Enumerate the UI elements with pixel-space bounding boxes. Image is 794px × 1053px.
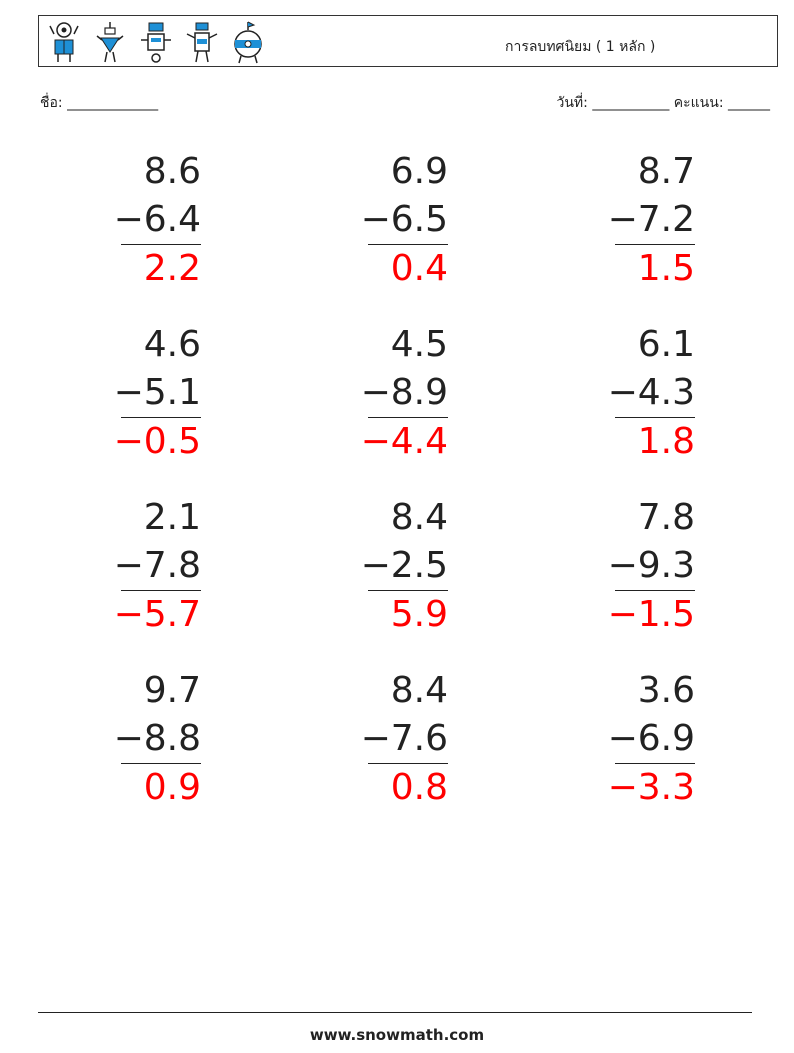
minuend: 2.1 [143, 497, 201, 538]
problem-4: 4.6 −5.1 −0.5 [111, 321, 201, 466]
minuend: 9.7 [143, 670, 201, 711]
answer: −1.5 [607, 594, 695, 635]
subtrahend: −7.8 [113, 545, 201, 586]
robot-1-icon [49, 22, 79, 62]
problem-2: 6.9 −6.5 0.4 [358, 148, 448, 293]
answer-rule [121, 417, 201, 418]
subtrahend: −6.9 [607, 718, 695, 759]
answer: 5.9 [390, 594, 448, 635]
minuend: 8.6 [143, 151, 201, 192]
answer: 2.2 [143, 248, 201, 289]
answer: −0.5 [113, 421, 201, 462]
subtrahend: −8.8 [113, 718, 201, 759]
answer: −3.3 [607, 767, 695, 808]
problem-1: 8.6 −6.4 2.2 [111, 148, 201, 293]
footer-divider [38, 1012, 752, 1013]
minuend: 7.8 [637, 497, 695, 538]
robot-2-icon [96, 22, 124, 63]
robot-icons [45, 20, 267, 66]
answer-rule [121, 763, 201, 764]
answer: 0.8 [390, 767, 448, 808]
answer-rule [615, 590, 695, 591]
answer-rule [368, 590, 448, 591]
problem-3: 8.7 −7.2 1.5 [605, 148, 695, 293]
answer: 1.5 [637, 248, 695, 289]
answer-rule [368, 417, 448, 418]
subtrahend: −8.9 [360, 372, 448, 413]
answer-rule [615, 763, 695, 764]
problem-7: 2.1 −7.8 −5.7 [111, 494, 201, 639]
subtrahend: −7.6 [360, 718, 448, 759]
answer: −4.4 [360, 421, 448, 462]
minuend: 3.6 [637, 670, 695, 711]
subtrahend: −2.5 [360, 545, 448, 586]
subtrahend: −5.1 [113, 372, 201, 413]
problem-8: 8.4 −2.5 5.9 [358, 494, 448, 639]
answer: 0.9 [143, 767, 201, 808]
problem-12: 3.6 −6.9 −3.3 [605, 667, 695, 812]
minuend: 4.5 [390, 324, 448, 365]
answer: 0.4 [390, 248, 448, 289]
footer-site: www.snowmath.com [309, 1026, 485, 1044]
answer-rule [368, 244, 448, 245]
problem-6: 6.1 −4.3 1.8 [605, 321, 695, 466]
minuend: 8.4 [390, 670, 448, 711]
answer-rule [615, 244, 695, 245]
problem-11: 8.4 −7.6 0.8 [358, 667, 448, 812]
minuend: 8.7 [637, 151, 695, 192]
header-box: การลบทศนิยม ( 1 หลัก ) [38, 15, 778, 67]
robot-5-icon [234, 21, 262, 64]
minuend: 4.6 [143, 324, 201, 365]
problem-10: 9.7 −8.8 0.9 [111, 667, 201, 812]
worksheet-title: การลบทศนิยม ( 1 หลัก ) [505, 39, 656, 55]
minuend: 6.9 [390, 151, 448, 192]
robot-4-icon [186, 22, 218, 63]
answer: −5.7 [113, 594, 201, 635]
answer-rule [368, 763, 448, 764]
subtrahend: −9.3 [607, 545, 695, 586]
answer-rule [121, 244, 201, 245]
subtrahend: −6.5 [360, 199, 448, 240]
minuend: 6.1 [637, 324, 695, 365]
date-score-label: วันที่: ___________ คะแนน: ______ [556, 95, 771, 111]
robot-3-icon [141, 22, 171, 63]
problem-5: 4.5 −8.9 −4.4 [358, 321, 448, 466]
problem-9: 7.8 −9.3 −1.5 [605, 494, 695, 639]
subtrahend: −7.2 [607, 199, 695, 240]
minuend: 8.4 [390, 497, 448, 538]
answer-rule [615, 417, 695, 418]
answer: 1.8 [637, 421, 695, 462]
subtrahend: −6.4 [113, 199, 201, 240]
answer-rule [121, 590, 201, 591]
name-field-label: ชื่อ: _____________ [40, 95, 159, 111]
subtrahend: −4.3 [607, 372, 695, 413]
